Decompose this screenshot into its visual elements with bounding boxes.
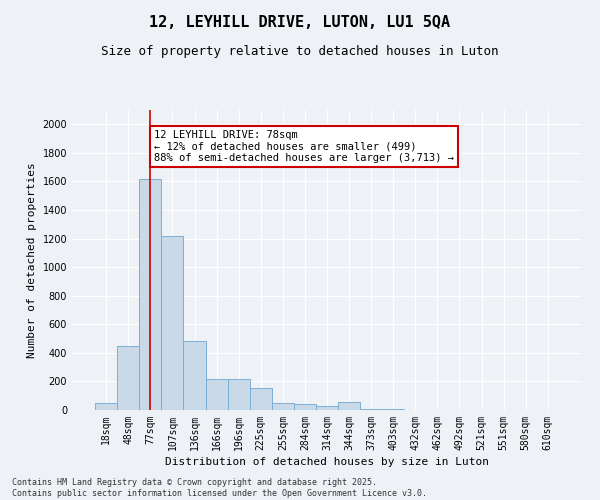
Bar [161, 236, 184, 410]
Y-axis label: Number of detached properties: Number of detached properties [27, 162, 37, 358]
Text: 12, LEYHILL DRIVE, LUTON, LU1 5QA: 12, LEYHILL DRIVE, LUTON, LU1 5QA [149, 15, 451, 30]
Bar [294, 404, 316, 410]
Bar [338, 402, 360, 410]
Bar [184, 342, 206, 410]
Text: Size of property relative to detached houses in Luton: Size of property relative to detached ho… [101, 45, 499, 58]
X-axis label: Distribution of detached houses by size in Luton: Distribution of detached houses by size … [165, 457, 489, 467]
Bar [272, 403, 294, 410]
Bar [316, 406, 338, 410]
Bar [117, 346, 139, 410]
Bar [206, 380, 227, 410]
Bar [360, 408, 382, 410]
Bar [227, 380, 250, 410]
Bar [250, 388, 272, 410]
Text: 12 LEYHILL DRIVE: 78sqm
← 12% of detached houses are smaller (499)
88% of semi-d: 12 LEYHILL DRIVE: 78sqm ← 12% of detache… [154, 130, 454, 163]
Bar [139, 178, 161, 410]
Bar [95, 403, 117, 410]
Text: Contains HM Land Registry data © Crown copyright and database right 2025.
Contai: Contains HM Land Registry data © Crown c… [12, 478, 427, 498]
